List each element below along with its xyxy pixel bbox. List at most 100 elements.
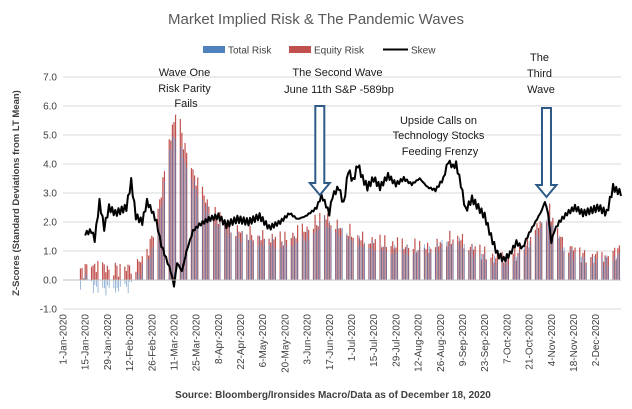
y-tick-label: 7.0 [43,73,57,84]
total-risk-bar [402,247,403,280]
total-risk-bar [595,263,597,280]
total-risk-bar [184,162,186,280]
total-risk-bar [162,200,164,280]
total-risk-bar [294,235,295,280]
total-risk-bar [547,222,549,280]
total-risk-bar [535,234,536,280]
x-tick-label: 1-Jan-2020 [59,314,70,365]
total-risk-bar [253,243,254,280]
total-risk-bar [403,254,405,280]
total-risk-bar [197,196,199,280]
y-axis-ticks: -1.0 0.0 1.0 2.0 3.0 4.0 5.0 6.0 7.0 [40,73,58,316]
total-risk-bar [617,254,619,280]
total-risk-bar [303,240,305,280]
total-risk-bar [327,228,329,280]
total-risk-bar [360,246,362,280]
total-risk-bar [205,212,207,280]
total-risk-bar [584,256,586,280]
total-risk-bar [371,240,373,280]
x-tick-label: 20-May-2020 [280,314,291,373]
total-risk-bar [284,242,286,280]
total-risk-bar [527,246,528,280]
total-risk-bar [130,280,132,283]
y-tick-label: 0.0 [43,276,57,287]
total-risk-bar [506,253,508,280]
total-risk-bar [227,235,229,280]
total-risk-bar [240,242,242,280]
total-risk-bar [619,252,620,280]
equity-risk-bar [105,272,107,280]
total-risk-bar [140,278,142,280]
total-risk-bar [297,242,299,280]
total-risk-bar [83,278,85,280]
total-risk-bar [349,237,351,280]
legend-swatch-equity-risk [289,46,311,53]
total-risk-bar [373,250,375,280]
total-risk-bar [226,230,227,280]
total-risk-bar [394,244,395,280]
total-risk-bar [91,280,93,282]
total-risk-bar [108,280,110,288]
total-risk-bar [313,233,314,280]
total-risk-bar [608,266,609,280]
total-risk-bar [249,239,251,280]
total-risk-bar [286,245,287,280]
total-risk-bar [195,188,197,280]
total-risk-bar [473,257,475,280]
total-risk-bar [273,245,275,280]
total-risk-bar [436,243,438,280]
total-risk-bar [159,209,161,280]
total-risk-bar [471,244,473,280]
total-risk-bar [208,213,210,280]
total-risk-bar [248,239,249,280]
total-risk-bar [438,252,440,280]
equity-risk-bar [90,266,93,280]
total-risk-bar [392,253,394,280]
total-risk-bar [219,222,221,280]
total-risk-bar [484,253,486,280]
down-arrow-second-wave [307,105,332,197]
total-risk-bar [237,232,238,280]
total-risk-bar [146,258,148,280]
total-risk-bar [612,261,614,280]
x-tick-label: 2-Dec-2020 [591,314,602,367]
total-risk-bar [546,219,547,280]
total-risk-bar [486,261,487,280]
total-risk-bar [571,248,573,280]
total-risk-bar [451,245,452,280]
total-risk-bar [490,265,492,280]
equity-risk-bar [136,259,139,280]
annotation-wave-one: Wave One Risk Parity Fails [158,67,214,110]
total-risk-bar [292,246,294,280]
total-risk-bar [116,280,118,289]
total-risk-bar [275,249,276,280]
total-risk-bar [574,252,576,280]
equity-risk-bar [128,265,131,280]
x-tick-label: 12-Feb-2020 [125,314,136,372]
total-risk-bar [203,204,205,280]
total-risk-bar [573,260,574,280]
total-risk-bar [80,280,81,290]
total-risk-bar [579,255,581,280]
total-risk-bar [397,251,398,280]
total-risk-bar [241,231,243,280]
total-risk-bar [124,280,126,284]
total-risk-bar [207,204,208,280]
total-risk-bar [503,265,505,280]
total-risk-bar [151,248,153,280]
total-risk-bar [351,240,352,280]
total-risk-bar [383,250,384,280]
total-risk-bar [127,280,129,294]
equity-risk-bar [108,269,110,280]
total-risk-bar [142,264,143,280]
x-tick-label: 18-Nov-2020 [569,314,580,372]
total-risk-bar [283,246,284,280]
legend-label-skew: Skew [411,46,436,57]
total-risk-bar [441,240,443,280]
annotations: Wave One Risk Parity Fails The Second Wa… [158,52,559,199]
total-risk-bar [186,167,188,280]
total-risk-bar [539,227,541,280]
total-risk-bar [449,242,451,280]
total-risk-bar [169,148,170,280]
x-tick-label: 29-Jul-2020 [391,314,402,367]
